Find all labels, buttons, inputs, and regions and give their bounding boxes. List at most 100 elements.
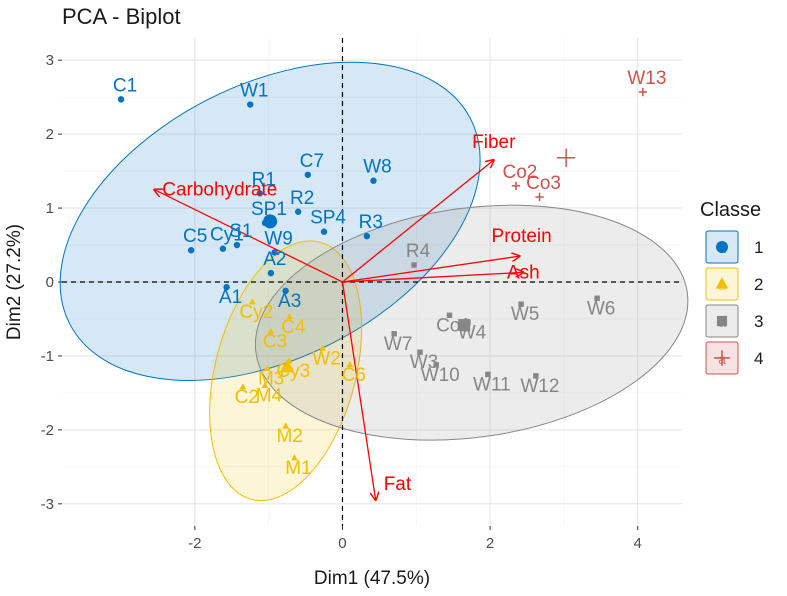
point-label-m4: M4 [256, 386, 283, 407]
point-m1 [291, 454, 298, 461]
point-label-c4: C4 [281, 317, 306, 338]
point-co1 [446, 312, 453, 318]
point-a2 [267, 269, 275, 277]
point-w11 [485, 371, 491, 378]
legend-label-2: 2 [754, 275, 763, 294]
x-tick-label: 2 [486, 535, 494, 552]
variable-label-protein: Protein [492, 226, 552, 247]
point-r2 [294, 208, 302, 215]
point-label-r4: R4 [406, 241, 431, 262]
legend-label-4: 4 [754, 349, 763, 368]
point-m4 [261, 381, 269, 388]
point-label-s1: S1 [229, 221, 252, 242]
point-r4 [411, 262, 417, 268]
legend-key-letter-1: a [718, 240, 726, 256]
point-label-cy2: Cy2 [240, 302, 274, 323]
variable-label-fiber: Fiber [472, 132, 516, 153]
point-label-co3: Co3 [526, 173, 561, 194]
point-w2 [319, 344, 326, 351]
point-label-w1: W1 [240, 81, 269, 102]
point-label-w13: W13 [627, 68, 666, 89]
point-w1 [247, 101, 254, 108]
point-label-r2: R2 [290, 188, 314, 209]
arrow-protein [342, 256, 519, 283]
point-w13 [638, 87, 648, 97]
point-label-w10: W10 [421, 365, 460, 386]
group-centroids [263, 148, 576, 373]
point-m3 [263, 364, 271, 371]
point-label-r1: R1 [252, 169, 276, 190]
arrow-carbohydrate [154, 190, 343, 283]
point-label-c7: C7 [300, 151, 324, 172]
y-tick-label: -3 [41, 496, 54, 513]
legend-key-letter-2: a [718, 277, 726, 293]
point-label-w2: W2 [312, 349, 341, 370]
point-c5 [187, 247, 195, 254]
point-label-w9: W9 [264, 228, 293, 249]
y-tick-label: -2 [41, 422, 54, 439]
point-label-a2: A2 [263, 249, 286, 270]
arrow-fiber [342, 160, 493, 283]
point-label-c5: C5 [183, 226, 207, 247]
centroid-classe-2 [279, 359, 295, 373]
point-w7 [391, 331, 397, 337]
point-label-cy3: Cy3 [276, 361, 310, 382]
x-tick-label: 0 [338, 535, 346, 552]
point-label-w8: W8 [363, 157, 392, 178]
point-c1 [117, 96, 125, 103]
x-axis-title: Dim1 (47.5%) [314, 568, 430, 589]
variable-labels: Carbohydrate Fiber Protein Ash Fat [162, 132, 551, 495]
y-axis-title: Dim2 (27.2%) [4, 224, 25, 340]
point-r3 [363, 232, 371, 240]
point-c7 [304, 171, 311, 178]
arrow-ash [342, 272, 523, 283]
centroid-classe-3 [458, 318, 471, 331]
legend-marker-1 [716, 241, 728, 253]
point-c3 [267, 327, 275, 334]
legend-key-letter-4: a [718, 351, 726, 367]
point-cy1 [219, 245, 227, 252]
point-r1 [256, 190, 264, 197]
point-label-a3: A3 [278, 291, 301, 312]
point-w3 [417, 349, 423, 355]
point-label-cy1: Cy1 [210, 225, 244, 246]
legend-key-letter-3: a [718, 314, 726, 330]
point-cy2 [249, 298, 256, 305]
variable-arrows [154, 160, 523, 500]
point-label-c1: C1 [113, 75, 137, 96]
point-c4 [285, 313, 293, 320]
point-label-co1: Co1 [436, 315, 471, 336]
point-label-w7: W7 [384, 334, 413, 355]
legend-marker-3 [716, 315, 728, 327]
x-tick-label: -2 [188, 535, 201, 552]
ellipse-classe-3 [254, 204, 689, 441]
point-label-m3: M3 [258, 369, 284, 390]
point-label-c2: C2 [235, 387, 259, 408]
point-label-sp4: SP4 [310, 208, 346, 229]
centroid-classe-4 [557, 148, 576, 167]
variable-label-fat: Fat [384, 474, 412, 495]
point-label-sp1: SP1 [251, 199, 287, 220]
x-tick-label: 4 [634, 535, 642, 552]
y-tick-label: 1 [46, 200, 54, 217]
legend: Classe a 1 a 2 a 3 a 4 [700, 199, 763, 375]
legend-marker-4 [714, 350, 730, 366]
point-label-w4: W4 [458, 323, 487, 344]
axis-ticks: -2 0 2 4 -3 -2 -1 0 1 2 3 [41, 52, 642, 552]
legend-title: Classe [700, 199, 761, 221]
point-co3 [535, 192, 544, 202]
chart-title: PCA - Biplot [62, 4, 181, 29]
point-w6 [594, 295, 600, 301]
y-tick-label: 0 [46, 274, 54, 291]
centroid-classe-1 [263, 214, 278, 229]
point-label-co2: Co2 [502, 162, 537, 183]
point-sp4 [320, 228, 328, 235]
y-tick-label: -1 [41, 348, 54, 365]
point-label-w5: W5 [511, 304, 540, 325]
legend-label-1: 1 [754, 238, 763, 257]
point-label-w3: W3 [410, 352, 439, 373]
point-label-w6: W6 [587, 298, 616, 319]
point-label-c3: C3 [263, 332, 287, 353]
